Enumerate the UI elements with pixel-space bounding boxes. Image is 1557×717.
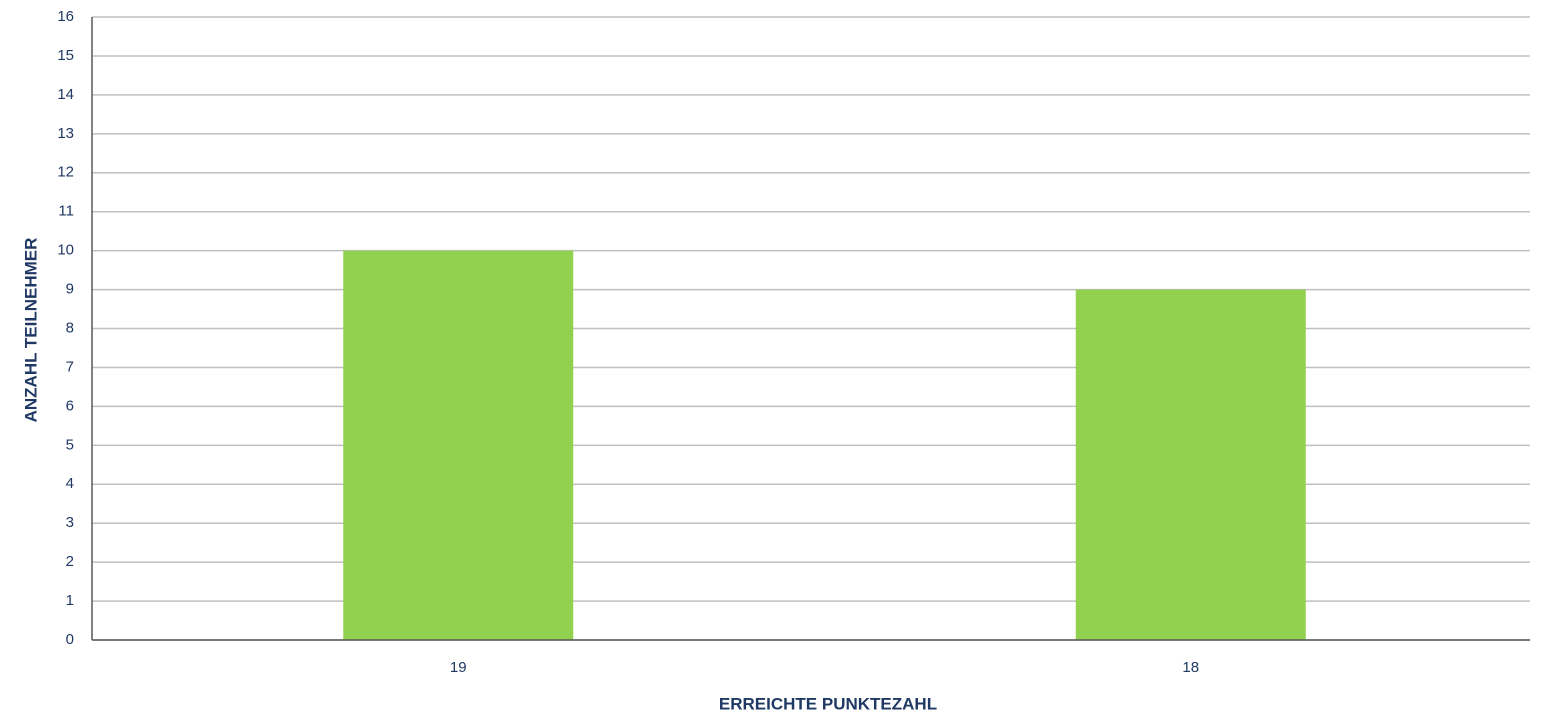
y-tick-label: 5 [66,436,74,453]
y-tick-label: 2 [66,553,74,570]
y-tick-label: 7 [66,358,74,375]
y-tick-label: 9 [66,281,74,298]
y-axis-title: ANZAHL TEILNEHMER [21,238,40,423]
bar [343,250,574,640]
y-tick-label: 3 [66,514,74,531]
x-tick-label: 19 [450,659,467,676]
y-tick-label: 8 [66,319,74,336]
x-axis-title: ERREICHTE PUNKTEZAHL [719,694,937,713]
x-tick-label: 18 [1182,659,1199,676]
y-tick-label: 10 [57,242,74,259]
y-tick-label: 12 [57,164,74,181]
bar [1075,289,1306,640]
y-tick-label: 0 [66,631,74,648]
y-tick-label: 15 [57,47,74,64]
y-tick-label: 14 [57,86,74,103]
y-tick-label: 11 [58,203,74,220]
y-tick-label: 6 [66,397,74,414]
y-tick-label: 13 [57,125,74,142]
y-tick-label: 4 [66,475,74,492]
y-tick-label: 1 [66,592,74,609]
y-tick-label: 16 [57,8,74,25]
